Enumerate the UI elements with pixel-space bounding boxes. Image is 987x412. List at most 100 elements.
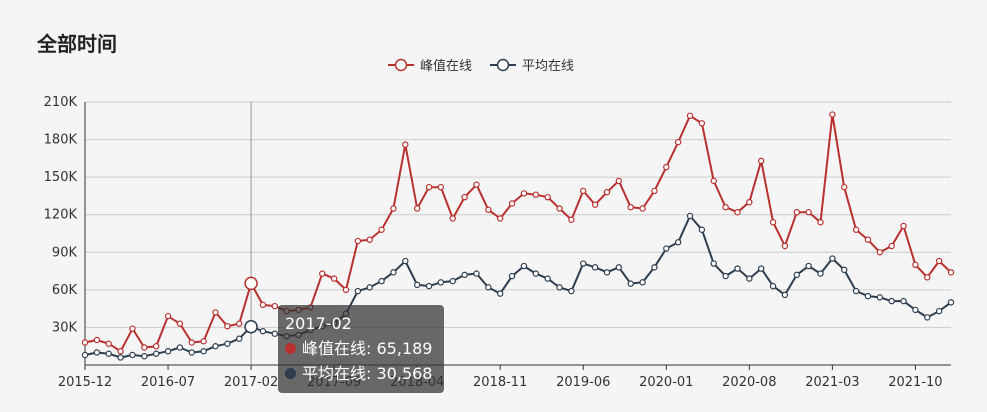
series-1-point-14 — [244, 319, 258, 334]
x-tick-label-7: 2020-01 — [639, 375, 693, 390]
series-1-point-38 — [532, 270, 539, 277]
series-0-point-48 — [651, 187, 658, 195]
series-1-point-53 — [710, 260, 717, 267]
tooltip-avg-dot — [285, 368, 296, 379]
series-1-point-62 — [817, 270, 824, 277]
series-0-point-1 — [93, 336, 101, 344]
tooltip-peak-value: 65,189 — [376, 339, 433, 358]
series-0-point-64 — [841, 183, 848, 191]
page-title: 全部时间 — [37, 32, 117, 56]
series-0-point-2 — [105, 340, 112, 347]
series-0-point-20 — [319, 270, 326, 277]
series-0-point-34 — [485, 206, 492, 213]
series-1-point-13 — [236, 335, 243, 342]
series-1-point-39 — [544, 275, 551, 282]
legend-peak-icon — [388, 58, 414, 71]
series-line-0 — [84, 113, 952, 353]
series-1-point-56 — [746, 275, 753, 282]
series-0-point-37 — [520, 190, 528, 197]
series-0-point-13 — [236, 320, 243, 327]
series-1-point-48 — [651, 264, 658, 271]
series-0-point-24 — [366, 236, 373, 243]
series-1-point-50 — [674, 239, 682, 246]
series-0-point-12 — [224, 322, 231, 330]
series-1-point-41 — [568, 287, 575, 295]
series-1-point-0 — [81, 351, 89, 359]
y-tick-label-1: 60K — [52, 283, 78, 298]
series-1-point-61 — [805, 262, 812, 270]
y-tick-label-0: 30K — [52, 320, 78, 335]
legend-item-peak[interactable]: 峰值在线 — [388, 55, 472, 74]
series-1-point-64 — [841, 266, 848, 274]
series-0-point-26 — [390, 205, 397, 212]
series-1-point-46 — [627, 280, 634, 287]
y-tick-label-5: 180K — [44, 133, 78, 148]
series-0-point-41 — [568, 216, 575, 223]
series-1-point-5 — [141, 353, 148, 360]
series-1-point-27 — [402, 257, 409, 265]
series-1-point-15 — [259, 327, 267, 335]
tooltip-peak-dot — [285, 343, 296, 354]
series-0-point-66 — [864, 236, 872, 243]
series-0-point-70 — [912, 261, 919, 269]
series-1-point-29 — [425, 282, 433, 290]
x-tick-label-10: 2021-10 — [888, 375, 942, 390]
series-0-point-36 — [508, 200, 516, 207]
series-0-point-51 — [686, 112, 694, 119]
series-0-point-39 — [544, 193, 551, 201]
series-0-point-16 — [271, 302, 279, 310]
y-tick-label-3: 120K — [44, 208, 78, 223]
series-1-point-11 — [212, 343, 219, 350]
series-1-point-65 — [852, 287, 860, 295]
series-0-point-40 — [556, 205, 563, 212]
series-1-point-31 — [449, 277, 456, 285]
series-0-point-43 — [591, 201, 599, 208]
series-0-point-55 — [734, 209, 741, 216]
x-tick-label-8: 2020-08 — [722, 375, 776, 390]
series-1-point-10 — [200, 348, 207, 355]
series-1-point-30 — [437, 279, 445, 286]
x-tick-label-5: 2018-11 — [473, 375, 527, 390]
series-0-point-56 — [746, 198, 753, 206]
series-0-point-67 — [876, 249, 884, 256]
series-0-point-63 — [829, 111, 836, 118]
series-0-point-42 — [580, 187, 587, 195]
series-0-point-3 — [117, 348, 124, 355]
tooltip-row-avg: 平均在线: 30,568 — [285, 361, 444, 386]
series-1-point-68 — [888, 297, 895, 305]
series-0-point-6 — [152, 343, 160, 350]
tooltip-date: 2017-02 — [285, 314, 352, 333]
series-1-point-51 — [686, 212, 694, 220]
chart-tooltip: 2017-02 峰值在线: 65,189 平均在线: 30,568 — [278, 305, 444, 393]
series-0-point-11 — [212, 309, 219, 316]
series-0-point-58 — [769, 219, 777, 226]
series-1-point-16 — [271, 330, 279, 337]
series-1-point-35 — [497, 290, 504, 297]
series-1-point-33 — [473, 270, 480, 277]
series-1-point-6 — [152, 350, 160, 357]
x-tick-label-6: 2019-06 — [556, 375, 610, 390]
series-1-point-25 — [378, 277, 385, 285]
series-0-point-60 — [793, 209, 800, 216]
series-0-point-65 — [852, 226, 860, 233]
series-1-point-32 — [461, 271, 468, 279]
series-1-point-72 — [935, 307, 943, 315]
tooltip-peak-label: 峰值在线: — [302, 339, 372, 358]
series-0-point-46 — [627, 203, 634, 211]
x-tick-label-1: 2016-07 — [141, 375, 195, 390]
legend-avg-label: 平均在线 — [522, 59, 575, 74]
series-1-point-8 — [176, 344, 184, 351]
series-0-point-4 — [129, 325, 136, 332]
series-0-point-59 — [781, 242, 789, 250]
series-1-point-7 — [164, 348, 172, 355]
series-0-point-9 — [188, 339, 195, 346]
series-1-point-59 — [781, 291, 789, 299]
series-0-point-44 — [603, 188, 611, 196]
series-0-point-38 — [532, 191, 539, 198]
series-1-point-66 — [864, 292, 872, 300]
series-0-point-21 — [330, 275, 338, 282]
series-1-point-23 — [354, 287, 362, 295]
legend-item-avg[interactable]: 平均在线 — [490, 55, 574, 74]
series-1-point-24 — [366, 284, 373, 291]
